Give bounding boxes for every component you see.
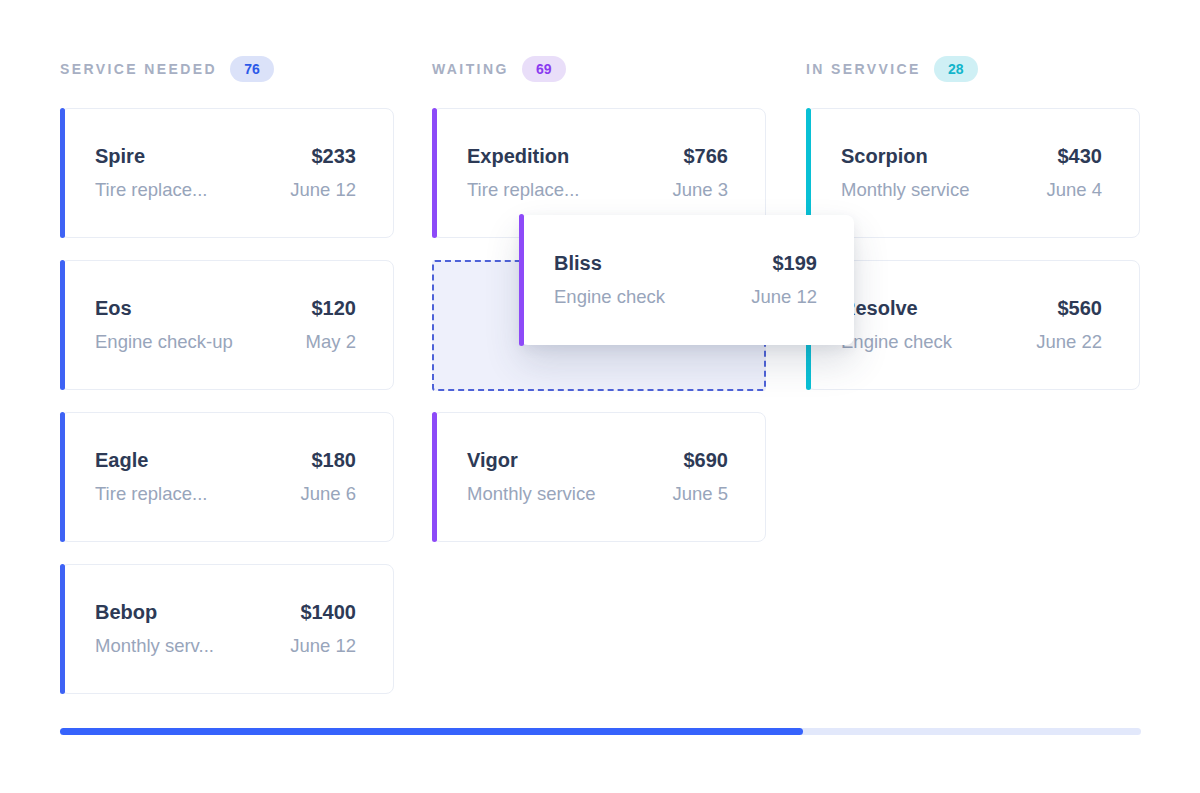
card-eagle[interactable]: Eagle $180 Tire replace... June 6 — [60, 412, 394, 542]
card-main-row: Spire $233 — [95, 145, 356, 168]
card-sub-row: Monthly service June 4 — [841, 179, 1102, 201]
card-service: Monthly service — [467, 483, 596, 505]
card-main-row: Eagle $180 — [95, 449, 356, 472]
card-main-row: Bebop $1400 — [95, 601, 356, 624]
card-resolve[interactable]: Resolve $560 Engine check June 22 — [806, 260, 1140, 390]
card-date: May 2 — [306, 331, 356, 353]
card-scorpion[interactable]: Scorpion $430 Monthly service June 4 — [806, 108, 1140, 238]
card-main-row: Eos $120 — [95, 297, 356, 320]
card-title: Bliss — [554, 252, 602, 275]
card-sub-row: Tire replace... June 6 — [95, 483, 356, 505]
column-in-service: IN SERVVICE 28 Scorpion $430 Monthly ser… — [806, 56, 1140, 412]
card-service: Monthly service — [841, 179, 970, 201]
card-main-row: Vigor $690 — [467, 449, 728, 472]
card-sub-row: Monthly serv... June 12 — [95, 635, 356, 657]
card-bliss-dragging[interactable]: Bliss $199 Engine check June 12 — [520, 215, 854, 345]
card-date: June 5 — [672, 483, 728, 505]
card-price: $233 — [312, 145, 357, 168]
card-date: June 12 — [290, 635, 356, 657]
column-title: IN SERVVICE — [806, 61, 921, 77]
card-service: Monthly serv... — [95, 635, 214, 657]
card-main-row: Bliss $199 — [554, 252, 817, 275]
card-title: Expedition — [467, 145, 569, 168]
card-sub-row: Engine check June 12 — [554, 286, 817, 308]
card-spire[interactable]: Spire $233 Tire replace... June 12 — [60, 108, 394, 238]
column-title: WAITING — [432, 61, 509, 77]
card-service: Engine check — [841, 331, 952, 353]
column-count-badge: 28 — [934, 56, 978, 82]
card-main-row: Scorpion $430 — [841, 145, 1102, 168]
card-date: June 12 — [751, 286, 817, 308]
column-header-waiting: WAITING 69 — [432, 56, 766, 82]
card-title: Scorpion — [841, 145, 928, 168]
card-vigor[interactable]: Vigor $690 Monthly service June 5 — [432, 412, 766, 542]
card-title: Spire — [95, 145, 145, 168]
card-sub-row: Monthly service June 5 — [467, 483, 728, 505]
card-title: Eagle — [95, 449, 148, 472]
card-sub-row: Engine check June 22 — [841, 331, 1102, 353]
column-service-needed: SERVICE NEEDED 76 Spire $233 Tire replac… — [60, 56, 394, 716]
card-service: Tire replace... — [467, 179, 579, 201]
horizontal-scrollbar-thumb[interactable] — [60, 728, 803, 735]
column-header-in-service: IN SERVVICE 28 — [806, 56, 1140, 82]
card-date: June 3 — [672, 179, 728, 201]
card-title: Eos — [95, 297, 132, 320]
card-date: June 4 — [1046, 179, 1102, 201]
card-sub-row: Engine check-up May 2 — [95, 331, 356, 353]
card-title: Bebop — [95, 601, 157, 624]
card-price: $766 — [684, 145, 729, 168]
card-price: $560 — [1058, 297, 1103, 320]
card-date: June 22 — [1036, 331, 1102, 353]
column-count-badge: 69 — [522, 56, 566, 82]
card-service: Engine check — [554, 286, 665, 308]
card-price: $180 — [312, 449, 357, 472]
card-sub-row: Tire replace... June 3 — [467, 179, 728, 201]
column-header-service-needed: SERVICE NEEDED 76 — [60, 56, 394, 82]
column-count-badge: 76 — [230, 56, 274, 82]
card-service: Tire replace... — [95, 179, 207, 201]
card-title: Vigor — [467, 449, 518, 472]
kanban-board: SERVICE NEEDED 76 Spire $233 Tire replac… — [0, 0, 1200, 793]
card-service: Engine check-up — [95, 331, 233, 353]
card-bebop[interactable]: Bebop $1400 Monthly serv... June 12 — [60, 564, 394, 694]
card-price: $1400 — [300, 601, 356, 624]
card-main-row: Expedition $766 — [467, 145, 728, 168]
card-date: June 12 — [290, 179, 356, 201]
card-main-row: Resolve $560 — [841, 297, 1102, 320]
card-date: June 6 — [300, 483, 356, 505]
card-price: $120 — [312, 297, 357, 320]
card-service: Tire replace... — [95, 483, 207, 505]
column-title: SERVICE NEEDED — [60, 61, 217, 77]
horizontal-scrollbar-track[interactable] — [60, 728, 1141, 735]
card-eos[interactable]: Eos $120 Engine check-up May 2 — [60, 260, 394, 390]
card-price: $430 — [1058, 145, 1103, 168]
card-price: $690 — [684, 449, 729, 472]
card-sub-row: Tire replace... June 12 — [95, 179, 356, 201]
card-price: $199 — [773, 252, 818, 275]
